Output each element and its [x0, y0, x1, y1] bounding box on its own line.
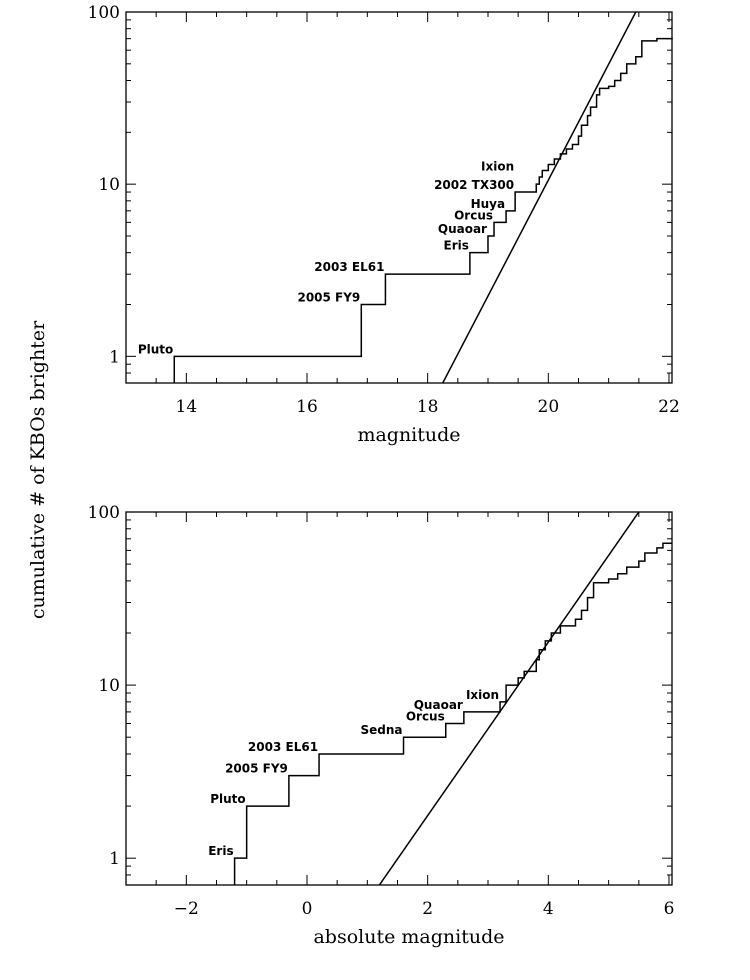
- object-label: Quaoar: [414, 698, 463, 712]
- x-tick-label: 22: [658, 397, 680, 417]
- object-label: Orcus: [406, 709, 445, 723]
- y-axis-label: cumulative # of KBOs brighter: [27, 320, 49, 619]
- object-label: Huya: [471, 197, 506, 211]
- x-tick-label: 18: [417, 397, 439, 417]
- y-tick-label: 100: [88, 3, 120, 23]
- object-label: 2003 EL61: [314, 260, 384, 274]
- object-label: Quaoar: [438, 222, 487, 236]
- plot-frame: [125, 11, 673, 384]
- x-tick-label: −2: [174, 899, 199, 919]
- y-tick-label: 100: [88, 503, 120, 523]
- x-tick-label: 14: [176, 397, 198, 417]
- x-axis-label: magnitude: [357, 424, 460, 446]
- object-label: Eris: [208, 844, 233, 858]
- object-label: Pluto: [138, 342, 173, 356]
- object-label: 2003 EL61: [248, 740, 318, 754]
- x-tick-label: 0: [302, 899, 313, 919]
- object-label: 2005 FY9: [297, 291, 360, 305]
- object-label: Pluto: [210, 792, 245, 806]
- object-label: Eris: [444, 239, 469, 253]
- object-label: Orcus: [454, 208, 493, 222]
- power-law-fit-line: [378, 511, 640, 886]
- object-label: Ixion: [466, 688, 499, 702]
- cumulative-step-curve: [233, 542, 672, 885]
- object-label: Sedna: [361, 723, 403, 737]
- y-tick-label: 10: [98, 175, 120, 195]
- x-tick-label: 2: [422, 899, 433, 919]
- x-axis-label: absolute magnitude: [313, 926, 504, 948]
- object-label: Ixion: [481, 160, 514, 174]
- y-tick-label: 1: [109, 347, 120, 367]
- x-tick-label: 16: [296, 397, 318, 417]
- y-tick-label: 1: [109, 849, 120, 869]
- object-label: 2002 TX300: [434, 178, 514, 192]
- power-law-fit-line: [442, 11, 637, 384]
- x-tick-label: 20: [538, 397, 560, 417]
- x-tick-label: 4: [543, 899, 554, 919]
- y-tick-label: 10: [98, 676, 120, 696]
- plot-frame: [125, 511, 673, 886]
- x-tick-label: 6: [664, 899, 675, 919]
- cumulative-step-curve: [173, 37, 673, 383]
- object-label: 2005 FY9: [225, 762, 288, 776]
